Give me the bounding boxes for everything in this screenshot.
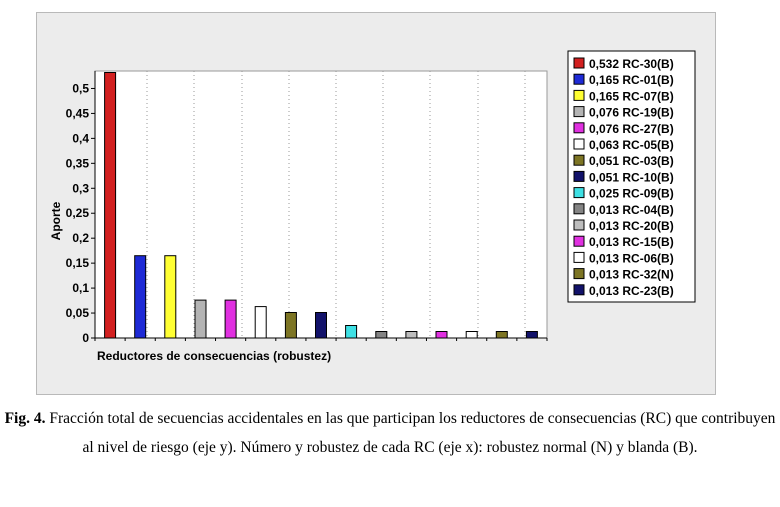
- legend-swatch-11: [573, 219, 585, 231]
- y-tick-label: 0,4: [72, 131, 89, 145]
- figure-caption: Fig. 4. Fracción total de secuencias acc…: [0, 404, 780, 462]
- bar-10: [375, 331, 388, 339]
- bar-15: [525, 331, 538, 339]
- grid-lines: [146, 71, 526, 338]
- legend-swatch-4: [573, 106, 585, 118]
- legend-entries: 0,532 RC-30(B) 0,165 RC-01(B) 0,165 RC-07(…: [573, 57, 674, 298]
- legend-label-5: 0,076 RC-27(B): [589, 122, 674, 136]
- legend-swatch-14: [573, 268, 585, 280]
- bar-8: [315, 312, 327, 339]
- legend-swatch-13: [573, 251, 585, 263]
- bar-5: [224, 299, 237, 339]
- y-axis: 0 0,05 0,1 0,15 0,2 0,25 0,3 0,35 0,4 0,45 0,5: [66, 71, 548, 345]
- y-tick-label: 0,15: [66, 256, 90, 270]
- legend-label-7: 0,051 RC-03(B): [589, 154, 674, 168]
- y-tick-label: 0,45: [66, 106, 90, 120]
- y-tick-label: 0,25: [66, 206, 90, 220]
- legend-swatch-1: [573, 57, 585, 69]
- legend-swatch-6: [573, 138, 585, 150]
- y-tick-label: 0,05: [66, 306, 90, 320]
- legend-label-8: 0,051 RC-10(B): [589, 170, 674, 184]
- y-tick-label: 0,1: [72, 281, 89, 295]
- legend-swatch-7: [573, 154, 585, 166]
- y-tick-label: 0,5: [72, 81, 89, 95]
- legend-swatch-15: [573, 284, 585, 296]
- legend-label-1: 0,532 RC-30(B): [589, 57, 674, 71]
- legend-swatch-10: [573, 203, 585, 215]
- legend-swatch-5: [573, 122, 585, 134]
- legend-label-3: 0,165 RC-07(B): [589, 89, 674, 103]
- bar-chart: 0 0,05 0,1 0,15 0,2 0,25 0,3 0,35 0,4 0,45 0,5 Apo…: [49, 50, 696, 363]
- legend-label-14: 0,013 RC-32(N): [589, 268, 674, 282]
- bar-4: [194, 299, 207, 339]
- bar-11: [405, 331, 418, 339]
- legend-label-4: 0,076 RC-19(B): [589, 106, 674, 120]
- legend-label-11: 0,013 RC-20(B): [589, 219, 674, 233]
- bar-3: [164, 255, 177, 339]
- chart-frame: 0 0,05 0,1 0,15 0,2 0,25 0,3 0,35 0,4 0,45 0,5 Apo…: [36, 12, 716, 395]
- legend-swatch-12: [573, 235, 585, 247]
- legend-swatch-2: [573, 73, 585, 85]
- legend-label-13: 0,013 RC-06(B): [589, 251, 674, 265]
- x-axis-title: Reductores de consecuencias (robustez): [97, 349, 331, 363]
- bar-7: [284, 312, 297, 339]
- legend-label-15: 0,013 RC-23(B): [589, 284, 674, 298]
- y-tick-label: 0,35: [66, 156, 90, 170]
- legend-swatch-8: [573, 170, 585, 182]
- legend-label-9: 0,025 RC-09(B): [589, 187, 674, 201]
- legend-label-6: 0,063 RC-05(B): [589, 138, 674, 152]
- legend: [567, 50, 696, 303]
- bar-1: [104, 72, 117, 339]
- y-axis-title: Aporte: [49, 201, 63, 240]
- legend-swatch-9: [573, 187, 585, 199]
- caption-label: Fig. 4.: [4, 410, 46, 427]
- legend-label-10: 0,013 RC-04(B): [589, 203, 674, 217]
- legend-swatch-3: [573, 89, 585, 101]
- bar-2: [134, 255, 147, 339]
- legend-label-12: 0,013 RC-15(B): [589, 235, 674, 249]
- bar-9: [345, 325, 358, 339]
- y-tick-label: 0: [82, 331, 89, 345]
- plot-area: [94, 70, 548, 339]
- caption-text: Fracción total de secuencias accidentale…: [45, 410, 776, 456]
- bar-13: [465, 331, 478, 339]
- legend-label-2: 0,165 RC-01(B): [589, 73, 674, 87]
- y-tick-label: 0,2: [72, 231, 89, 245]
- bar-12: [435, 331, 448, 339]
- bar-14: [495, 331, 508, 339]
- bar-6: [254, 306, 267, 339]
- y-tick-label: 0,3: [72, 181, 89, 195]
